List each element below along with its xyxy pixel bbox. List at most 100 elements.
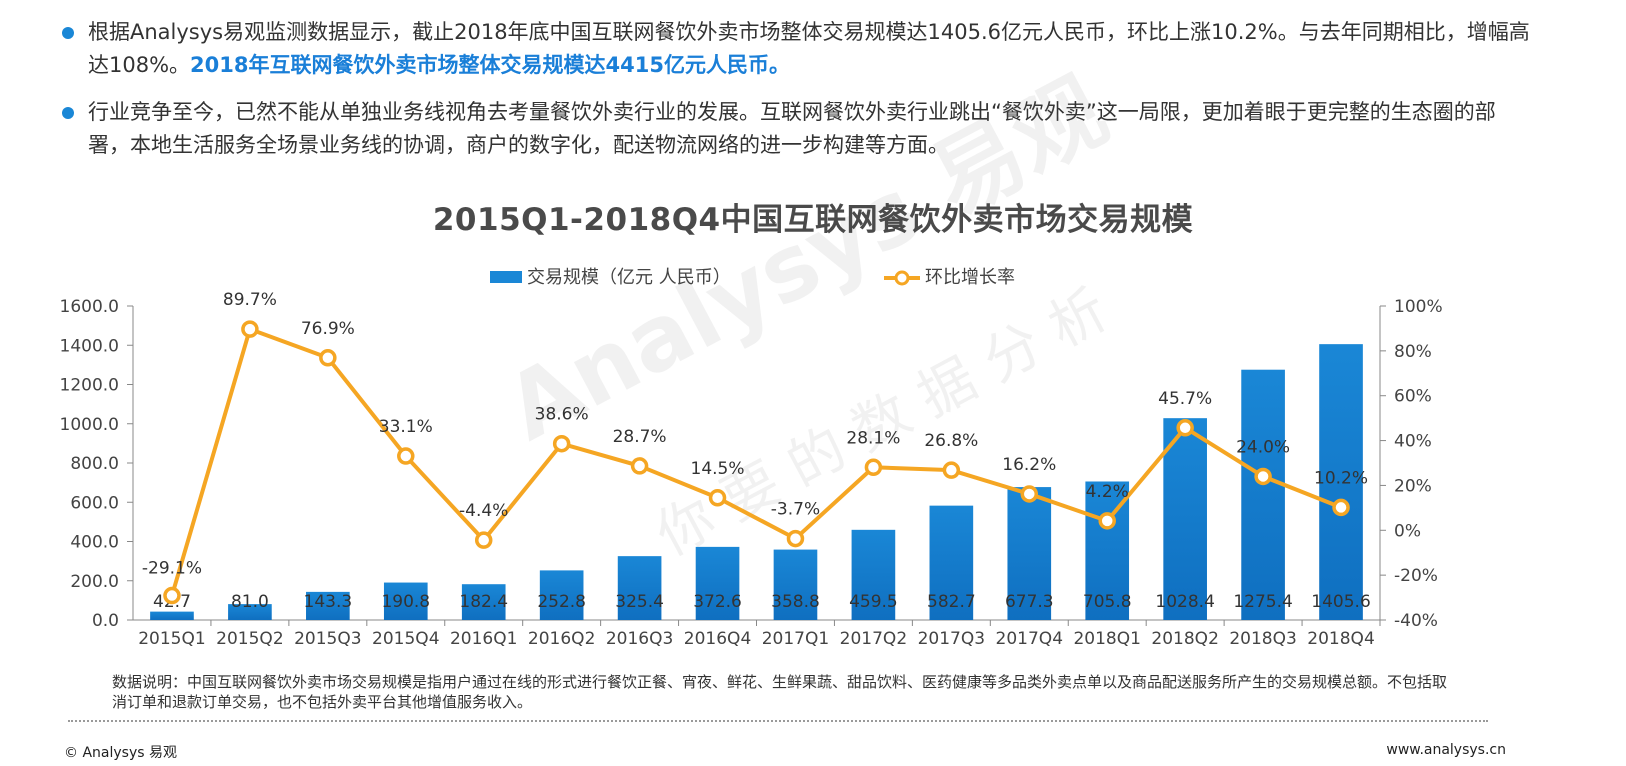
growth-rate-point-2015Q2 bbox=[241, 320, 259, 338]
growth-rate-point-2017Q2 bbox=[864, 458, 883, 477]
y-right-tick-label: -20% bbox=[1394, 566, 1438, 586]
x-tick-label: 2018Q1 bbox=[1073, 629, 1140, 649]
bar-2018Q4 bbox=[1319, 344, 1363, 620]
growth-rate-label: -29.1% bbox=[142, 559, 202, 579]
y-left-tick-label: 800.0 bbox=[70, 454, 119, 474]
x-tick-label: 2016Q1 bbox=[450, 629, 517, 649]
bar-value-label: 252.8 bbox=[537, 592, 586, 612]
bar-2016Q1 bbox=[461, 584, 506, 620]
bullet-2-text: 行业竞争至今，已然不能从单独业务线视角去考量餐饮外卖行业的发展。互联网餐饮外卖行… bbox=[88, 100, 1496, 157]
y-left-tick-label: 200.0 bbox=[70, 572, 119, 592]
growth-rate-label: 89.7% bbox=[223, 290, 277, 310]
x-tick-label: 2015Q4 bbox=[372, 629, 439, 649]
bar-2016Q4 bbox=[695, 546, 740, 620]
growth-rate-label: 76.9% bbox=[301, 319, 355, 339]
growth-rate-label: 38.6% bbox=[535, 405, 589, 425]
bar-value-label: 182.4 bbox=[459, 592, 508, 612]
x-tick-label: 2016Q3 bbox=[606, 629, 673, 649]
bullet-1-text: 根据Analysys易观监测数据显示，截止2018年底中国互联网餐饮外卖市场整体… bbox=[88, 20, 1530, 77]
growth-rate-point-2017Q1 bbox=[786, 529, 805, 548]
x-tick-label: 2017Q4 bbox=[996, 629, 1063, 649]
y-left-tick-label: 400.0 bbox=[70, 533, 119, 553]
y-right-tick-label: -40% bbox=[1394, 611, 1438, 631]
y-right-tick-label: 100% bbox=[1394, 297, 1443, 317]
bar-value-label: 1275.4 bbox=[1233, 592, 1292, 612]
growth-rate-point-2018Q1 bbox=[1098, 512, 1116, 530]
x-tick-label: 2018Q4 bbox=[1307, 629, 1374, 649]
y-right-tick-label: 40% bbox=[1394, 432, 1432, 452]
bar-2016Q2 bbox=[539, 570, 584, 620]
bar-2017Q3 bbox=[929, 505, 974, 620]
x-tick-label: 2017Q2 bbox=[840, 629, 907, 649]
x-tick-label: 2015Q3 bbox=[294, 629, 361, 649]
bar-value-label: 705.8 bbox=[1083, 592, 1132, 612]
y-left-tick-label: 1200.0 bbox=[60, 376, 119, 396]
y-left-tick-label: 600.0 bbox=[70, 493, 119, 513]
growth-rate-label: 14.5% bbox=[691, 459, 745, 479]
bar-2015Q2 bbox=[228, 604, 272, 620]
x-tick-label: 2016Q2 bbox=[528, 629, 595, 649]
growth-rate-label: 24.0% bbox=[1236, 437, 1290, 457]
y-left-tick-label: 1400.0 bbox=[60, 336, 119, 356]
legend-line-marker bbox=[894, 270, 910, 286]
bar-2017Q2 bbox=[851, 529, 896, 620]
bar-2017Q1 bbox=[773, 549, 818, 620]
x-tick-label: 2016Q4 bbox=[684, 629, 751, 649]
dotted-divider bbox=[68, 720, 1488, 722]
data-note: 数据说明：中国互联网餐饮外卖市场交易规模是指用户通过在线的形式进行餐饮正餐、宵夜… bbox=[112, 673, 1448, 711]
growth-rate-label: 16.2% bbox=[1002, 455, 1056, 475]
growth-rate-point-2018Q2 bbox=[1176, 419, 1194, 437]
y-left-tick-label: 1600.0 bbox=[60, 297, 119, 317]
growth-rate-point-2016Q4 bbox=[708, 489, 727, 507]
bullet-1-highlight: 2018年互联网餐饮外卖市场整体交易规模达4415亿元人民币。 bbox=[190, 53, 790, 77]
growth-rate-point-2016Q1 bbox=[474, 531, 493, 549]
y-left-tick-label: 1000.0 bbox=[60, 415, 119, 435]
growth-rate-label: -4.4% bbox=[459, 501, 508, 521]
growth-rate-point-2016Q3 bbox=[630, 457, 649, 475]
y-right-tick-label: 60% bbox=[1394, 387, 1432, 407]
bar-value-label: 81.0 bbox=[231, 592, 269, 612]
growth-rate-point-2016Q2 bbox=[552, 434, 571, 453]
y-right-tick-label: 0% bbox=[1394, 521, 1421, 541]
growth-rate-label: 28.7% bbox=[613, 427, 667, 447]
bar-value-label: 143.3 bbox=[304, 592, 353, 612]
x-tick-label: 2015Q2 bbox=[216, 629, 283, 649]
growth-rate-label: 4.2% bbox=[1086, 482, 1129, 502]
y-left-tick-label: 0.0 bbox=[92, 611, 119, 631]
growth-rate-point-2015Q4 bbox=[397, 447, 415, 465]
bar-2017Q4 bbox=[1007, 487, 1052, 620]
growth-rate-label: -3.7% bbox=[771, 500, 820, 520]
x-tick-label: 2015Q1 bbox=[138, 629, 205, 649]
bar-2015Q1 bbox=[150, 611, 194, 620]
growth-rate-label: 28.1% bbox=[846, 428, 900, 448]
x-tick-label: 2017Q3 bbox=[918, 629, 985, 649]
bar-value-label: 1405.6 bbox=[1311, 592, 1370, 612]
bar-value-label: 190.8 bbox=[381, 592, 430, 612]
growth-rate-label: 33.1% bbox=[379, 417, 433, 437]
bar-value-label: 1028.4 bbox=[1155, 592, 1214, 612]
footer-copyright: © Analysys 易观 bbox=[64, 745, 177, 761]
bullet-paragraph-2: 行业竞争至今，已然不能从单独业务线视角去考量餐饮外卖行业的发展。互联网餐饮外卖行… bbox=[62, 96, 1532, 162]
bar-2018Q2 bbox=[1163, 418, 1207, 620]
combo-chart: 0.0 200.0 400.0 600.0 800.0 1000.0 1200.0 1400.… bbox=[60, 267, 1443, 649]
bullet-dot-icon bbox=[62, 27, 74, 39]
x-tick-label: 2018Q2 bbox=[1151, 629, 1218, 649]
growth-rate-point-2015Q1 bbox=[163, 586, 181, 605]
growth-rate-label: 10.2% bbox=[1314, 468, 1368, 488]
x-tick-label: 2018Q3 bbox=[1229, 629, 1296, 649]
growth-rate-point-2017Q4 bbox=[1020, 485, 1039, 503]
bar-2015Q3 bbox=[306, 591, 350, 620]
y-right-tick-label: 20% bbox=[1394, 476, 1432, 496]
bar-2015Q4 bbox=[383, 582, 428, 620]
footer-url[interactable]: www.analysys.cn bbox=[1386, 742, 1506, 758]
growth-rate-line bbox=[170, 327, 1342, 597]
y-right-tick-label: 80% bbox=[1394, 342, 1432, 362]
growth-rate-point-2017Q3 bbox=[942, 461, 961, 479]
bar-value-label: 372.6 bbox=[693, 592, 742, 612]
growth-rate-point-2015Q3 bbox=[319, 349, 337, 367]
legend-bar-label: 交易规模（亿元 人民币） bbox=[527, 267, 731, 288]
legend-bar-swatch bbox=[490, 271, 522, 283]
bar-value-label: 677.3 bbox=[1005, 592, 1054, 612]
bar-value-label: 459.5 bbox=[849, 592, 898, 612]
chart-title: 2015Q1-2018Q4中国互联网餐饮外卖市场交易规模 bbox=[432, 202, 1194, 238]
